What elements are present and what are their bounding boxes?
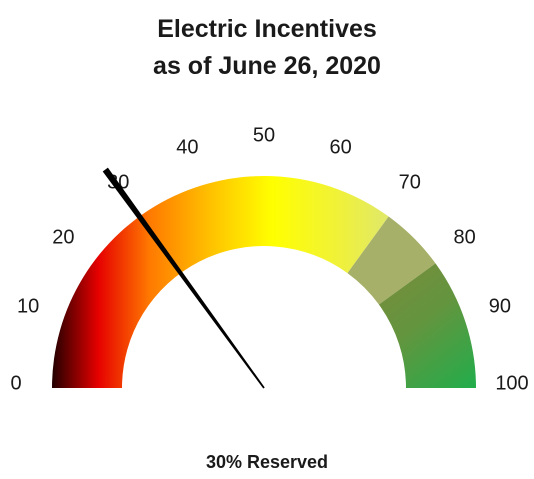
tick-label: 40 <box>176 136 198 158</box>
gauge-value-caption: 30% Reserved <box>205 452 329 472</box>
gauge-needle <box>102 167 265 389</box>
gauge-bands <box>52 176 476 388</box>
gauge-band-warm <box>52 176 389 388</box>
tick-label: 20 <box>52 227 74 249</box>
chart-title-line-2: as of June 26, 2020 <box>153 52 381 80</box>
tick-label: 80 <box>454 227 476 249</box>
tick-label: 100 <box>495 372 528 394</box>
tick-label: 60 <box>330 136 352 158</box>
tick-label: 10 <box>17 296 39 318</box>
tick-label: 0 <box>10 372 21 394</box>
chart-title-line-1: Electric Incentives <box>157 15 377 43</box>
gauge-band-light-green <box>347 216 436 305</box>
gauge-band-green <box>378 263 476 388</box>
tick-label: 70 <box>399 172 421 194</box>
tick-label: 50 <box>253 124 275 146</box>
gauge-needle-group <box>102 167 265 389</box>
tick-label: 90 <box>489 296 511 318</box>
